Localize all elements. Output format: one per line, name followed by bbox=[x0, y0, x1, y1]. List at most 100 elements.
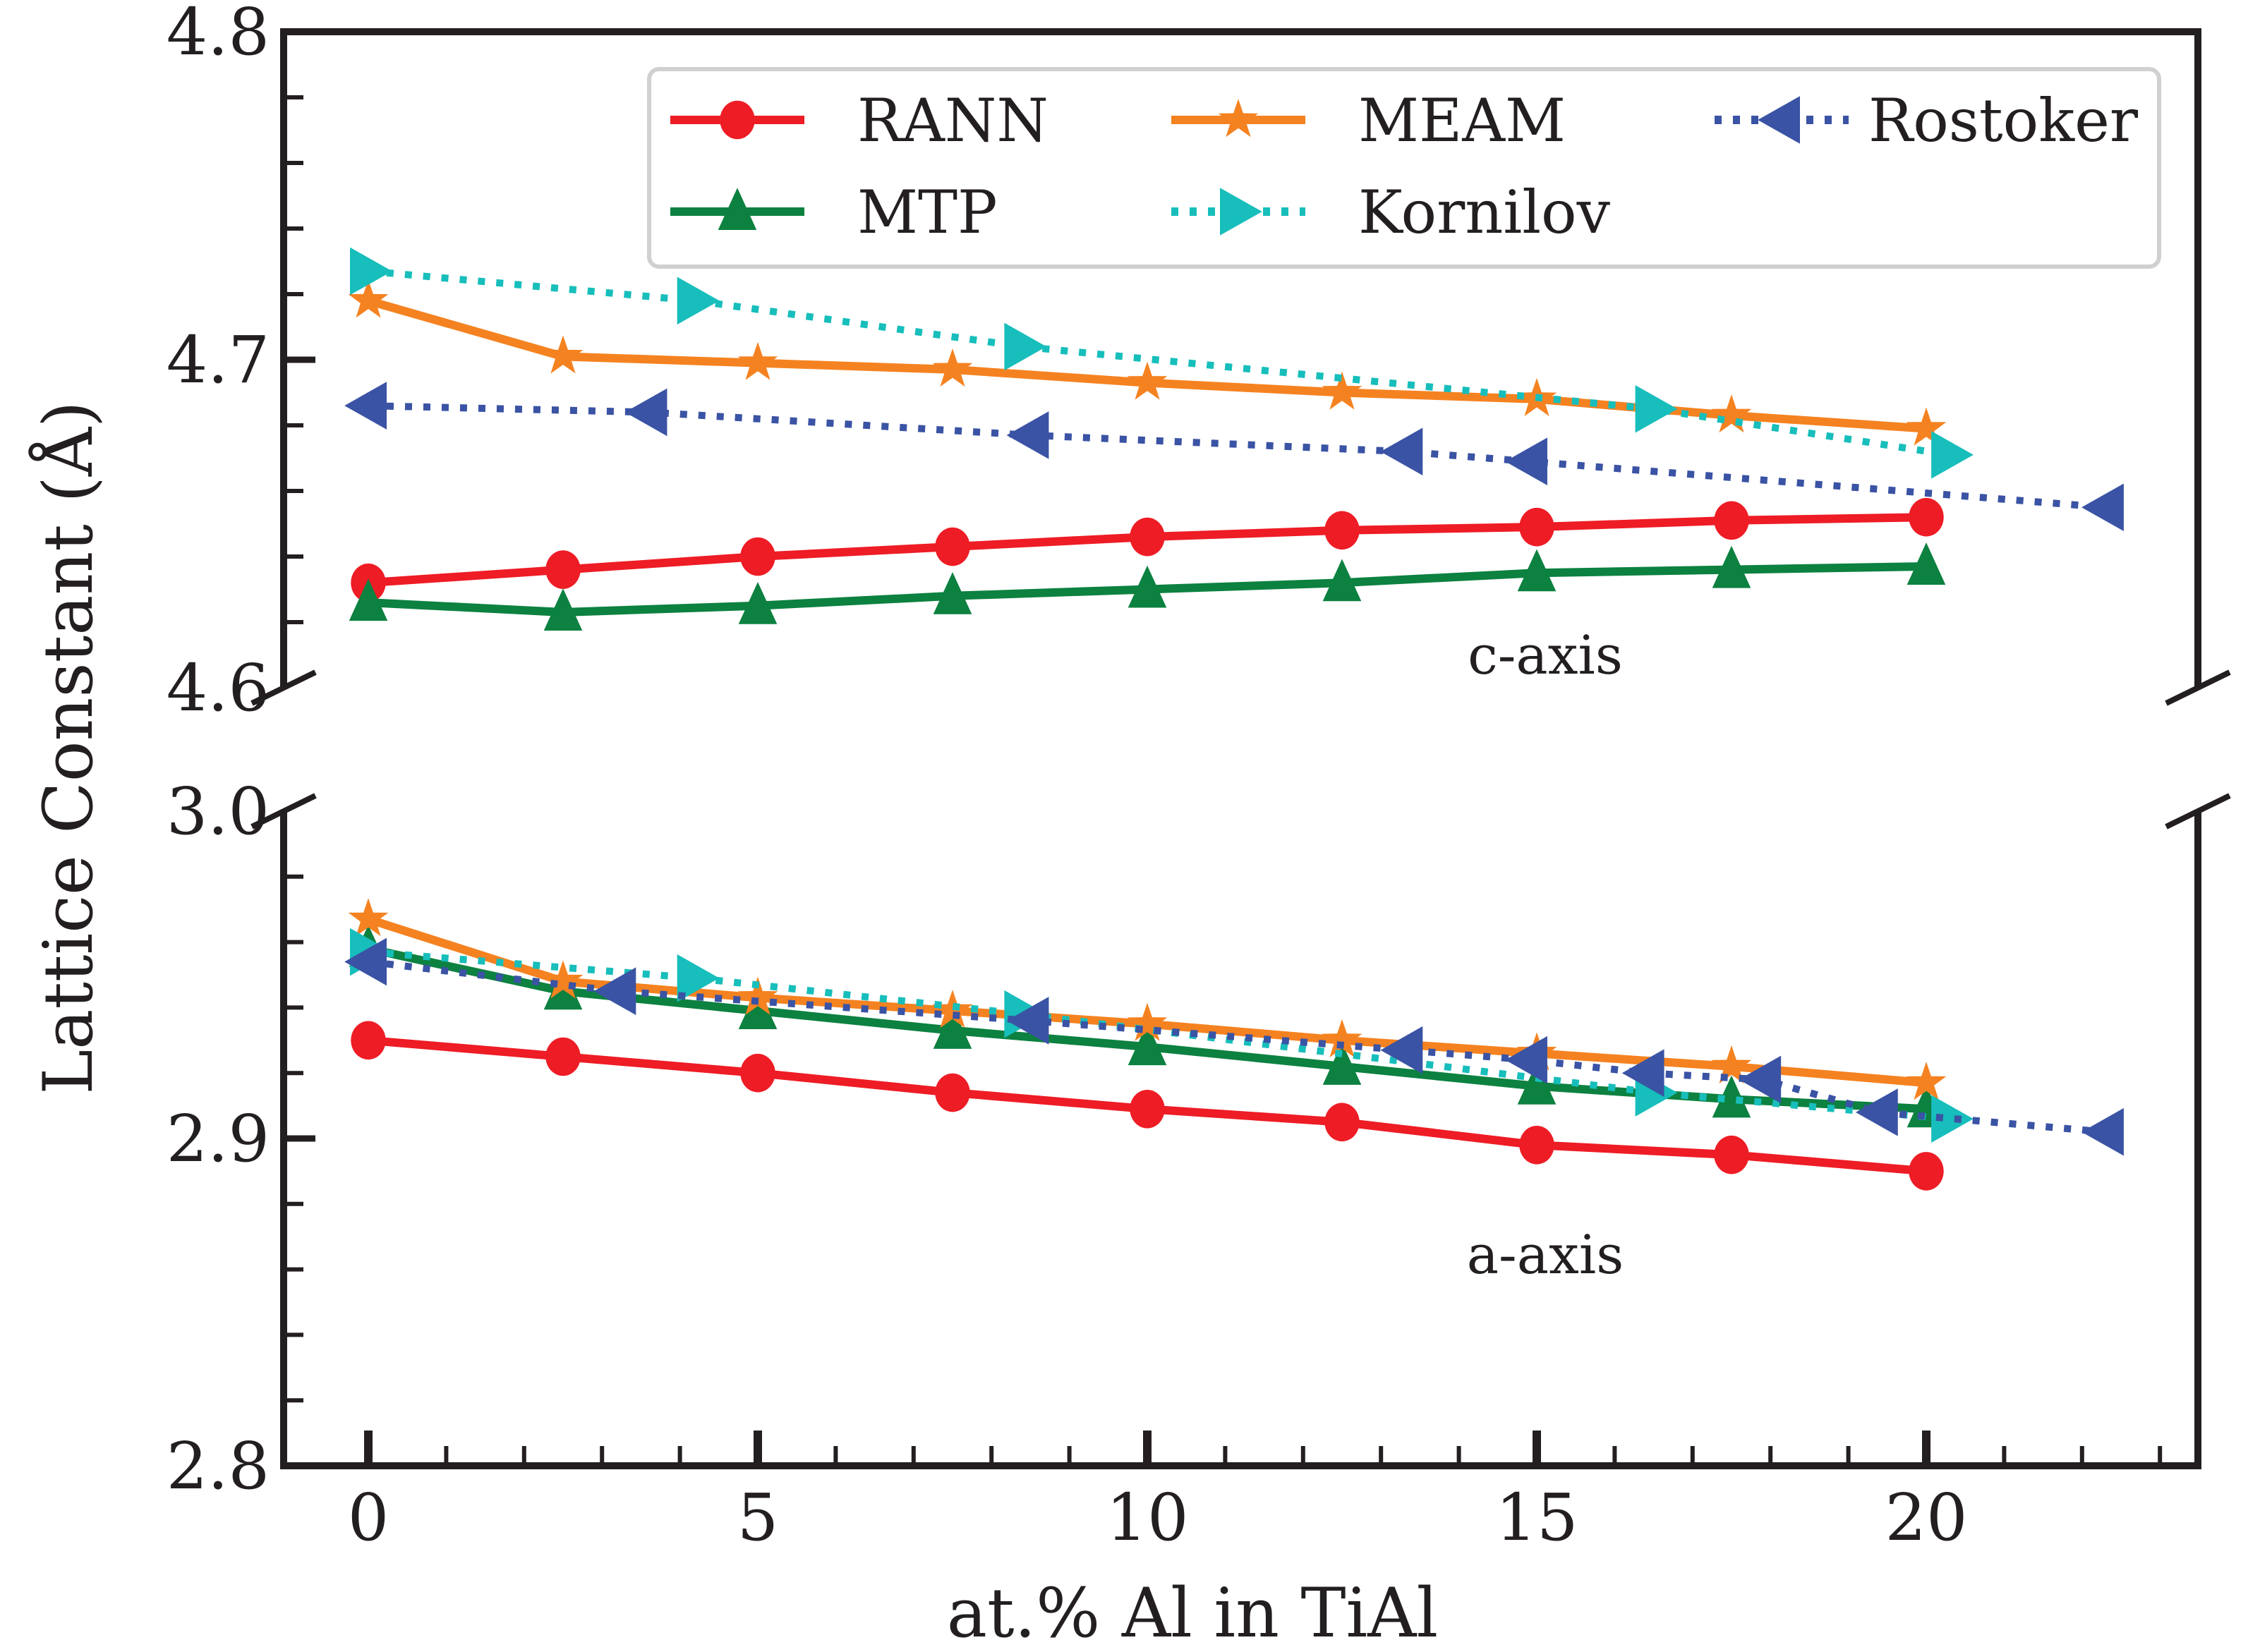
axis-break-mark bbox=[2165, 669, 2231, 706]
data-point bbox=[1322, 1043, 1362, 1085]
data-point bbox=[932, 348, 973, 387]
data-point bbox=[1906, 1062, 1947, 1100]
data-point bbox=[1505, 1035, 1547, 1084]
panel-c-axis: 4.6 4.7 4.8 c-axis bbox=[167, 0, 2231, 726]
data-point bbox=[543, 335, 584, 374]
data-point bbox=[1127, 361, 1168, 400]
data-point bbox=[543, 588, 583, 631]
series-line bbox=[368, 267, 1950, 458]
legend-item-rann: RANN bbox=[670, 86, 1049, 155]
legend-marker bbox=[718, 188, 757, 230]
data-point bbox=[1322, 371, 1362, 410]
series-rann bbox=[351, 497, 1944, 602]
data-point bbox=[1909, 497, 1944, 537]
series-kornilov bbox=[350, 247, 1974, 479]
data-point bbox=[1380, 1026, 1423, 1074]
data-point bbox=[1711, 394, 1752, 433]
data-point bbox=[1324, 1103, 1360, 1142]
data-point bbox=[1006, 411, 1049, 459]
data-point bbox=[1711, 1045, 1752, 1084]
data-point bbox=[2081, 1107, 2124, 1156]
legend-label: Rostoker bbox=[1868, 86, 2139, 155]
legend-marker bbox=[720, 100, 755, 140]
axis-break-mark bbox=[2165, 793, 2231, 830]
y-tick-label: 3.0 bbox=[167, 774, 270, 849]
data-point bbox=[677, 277, 720, 325]
legend-label: RANN bbox=[857, 86, 1049, 155]
data-point bbox=[740, 537, 775, 576]
data-point bbox=[1855, 1088, 1898, 1136]
legend-marker bbox=[1758, 96, 1800, 144]
data-point bbox=[1505, 437, 1547, 485]
data-point bbox=[348, 898, 389, 937]
y-tick-label: 2.9 bbox=[167, 1101, 270, 1177]
legend: RANN MEAM Rostoker MTP Kornilov bbox=[647, 67, 2161, 269]
x-tick-label: 5 bbox=[737, 1480, 779, 1555]
data-point bbox=[935, 527, 970, 566]
data-point bbox=[738, 581, 778, 624]
legend-item-kornilov: Kornilov bbox=[1171, 178, 1611, 247]
data-point bbox=[1517, 1062, 1557, 1105]
series-line bbox=[368, 402, 2106, 511]
data-point bbox=[624, 388, 667, 437]
data-point bbox=[1519, 1125, 1554, 1165]
data-point bbox=[1931, 1095, 1974, 1143]
legend-label: MEAM bbox=[1358, 86, 1566, 155]
data-point bbox=[1517, 549, 1557, 592]
legend-item-mtp: MTP bbox=[670, 178, 998, 247]
x-tick-label: 10 bbox=[1106, 1480, 1188, 1555]
data-point bbox=[737, 976, 778, 1015]
data-point bbox=[933, 572, 972, 614]
x-axis-label: at.% Al in TiAl bbox=[947, 1574, 1438, 1652]
data-point bbox=[348, 279, 389, 318]
y-tick-label: 4.6 bbox=[167, 650, 270, 726]
data-point bbox=[545, 550, 581, 589]
data-point bbox=[1906, 542, 1946, 585]
data-point bbox=[933, 1007, 972, 1049]
data-point bbox=[2081, 483, 2124, 532]
data-point bbox=[1519, 507, 1554, 547]
data-point bbox=[935, 1073, 970, 1112]
data-point bbox=[737, 341, 778, 380]
data-point bbox=[1714, 1135, 1749, 1174]
panel-a-axis: 2.8 2.9 3.0 0 5 10 15 20 a-axis bbox=[167, 774, 2231, 1555]
panel-annotation: c-axis bbox=[1468, 624, 1623, 686]
axis-break-mark bbox=[250, 793, 317, 830]
data-point bbox=[1621, 1049, 1664, 1097]
data-point bbox=[350, 247, 392, 296]
data-point bbox=[1906, 407, 1947, 446]
y-tick-label: 4.8 bbox=[167, 0, 270, 70]
data-point bbox=[1322, 1019, 1362, 1057]
y-tick-label: 4.7 bbox=[167, 322, 270, 398]
data-point bbox=[1128, 565, 1167, 608]
x-tick-label: 20 bbox=[1885, 1480, 1967, 1555]
data-point bbox=[1635, 384, 1678, 433]
legend-label: Kornilov bbox=[1358, 178, 1611, 247]
data-point bbox=[1931, 431, 1974, 479]
data-point bbox=[1006, 997, 1049, 1045]
series-mtp bbox=[349, 542, 1946, 631]
data-point bbox=[593, 967, 636, 1015]
data-point bbox=[1712, 545, 1751, 588]
data-point bbox=[1127, 1002, 1168, 1041]
data-point bbox=[740, 1053, 775, 1093]
data-point bbox=[1322, 559, 1362, 602]
data-point bbox=[1739, 1055, 1782, 1104]
data-point bbox=[1909, 1152, 1944, 1191]
axis-break-mark bbox=[250, 669, 317, 706]
data-point bbox=[545, 1037, 581, 1076]
x-tick-label: 0 bbox=[348, 1480, 389, 1555]
legend-marker bbox=[1218, 99, 1259, 138]
x-tick-label: 15 bbox=[1495, 1480, 1578, 1555]
data-point bbox=[1128, 1023, 1167, 1066]
series-rostoker bbox=[344, 382, 2124, 532]
series-line bbox=[368, 958, 2106, 1136]
data-point bbox=[344, 937, 387, 986]
legend-item-rostoker: Rostoker bbox=[1715, 86, 2139, 155]
data-point bbox=[1712, 1075, 1751, 1118]
data-point bbox=[677, 954, 720, 1002]
data-point bbox=[351, 1021, 386, 1060]
data-point bbox=[1714, 501, 1749, 540]
data-point bbox=[738, 987, 778, 1030]
series-meam bbox=[348, 898, 1947, 1100]
